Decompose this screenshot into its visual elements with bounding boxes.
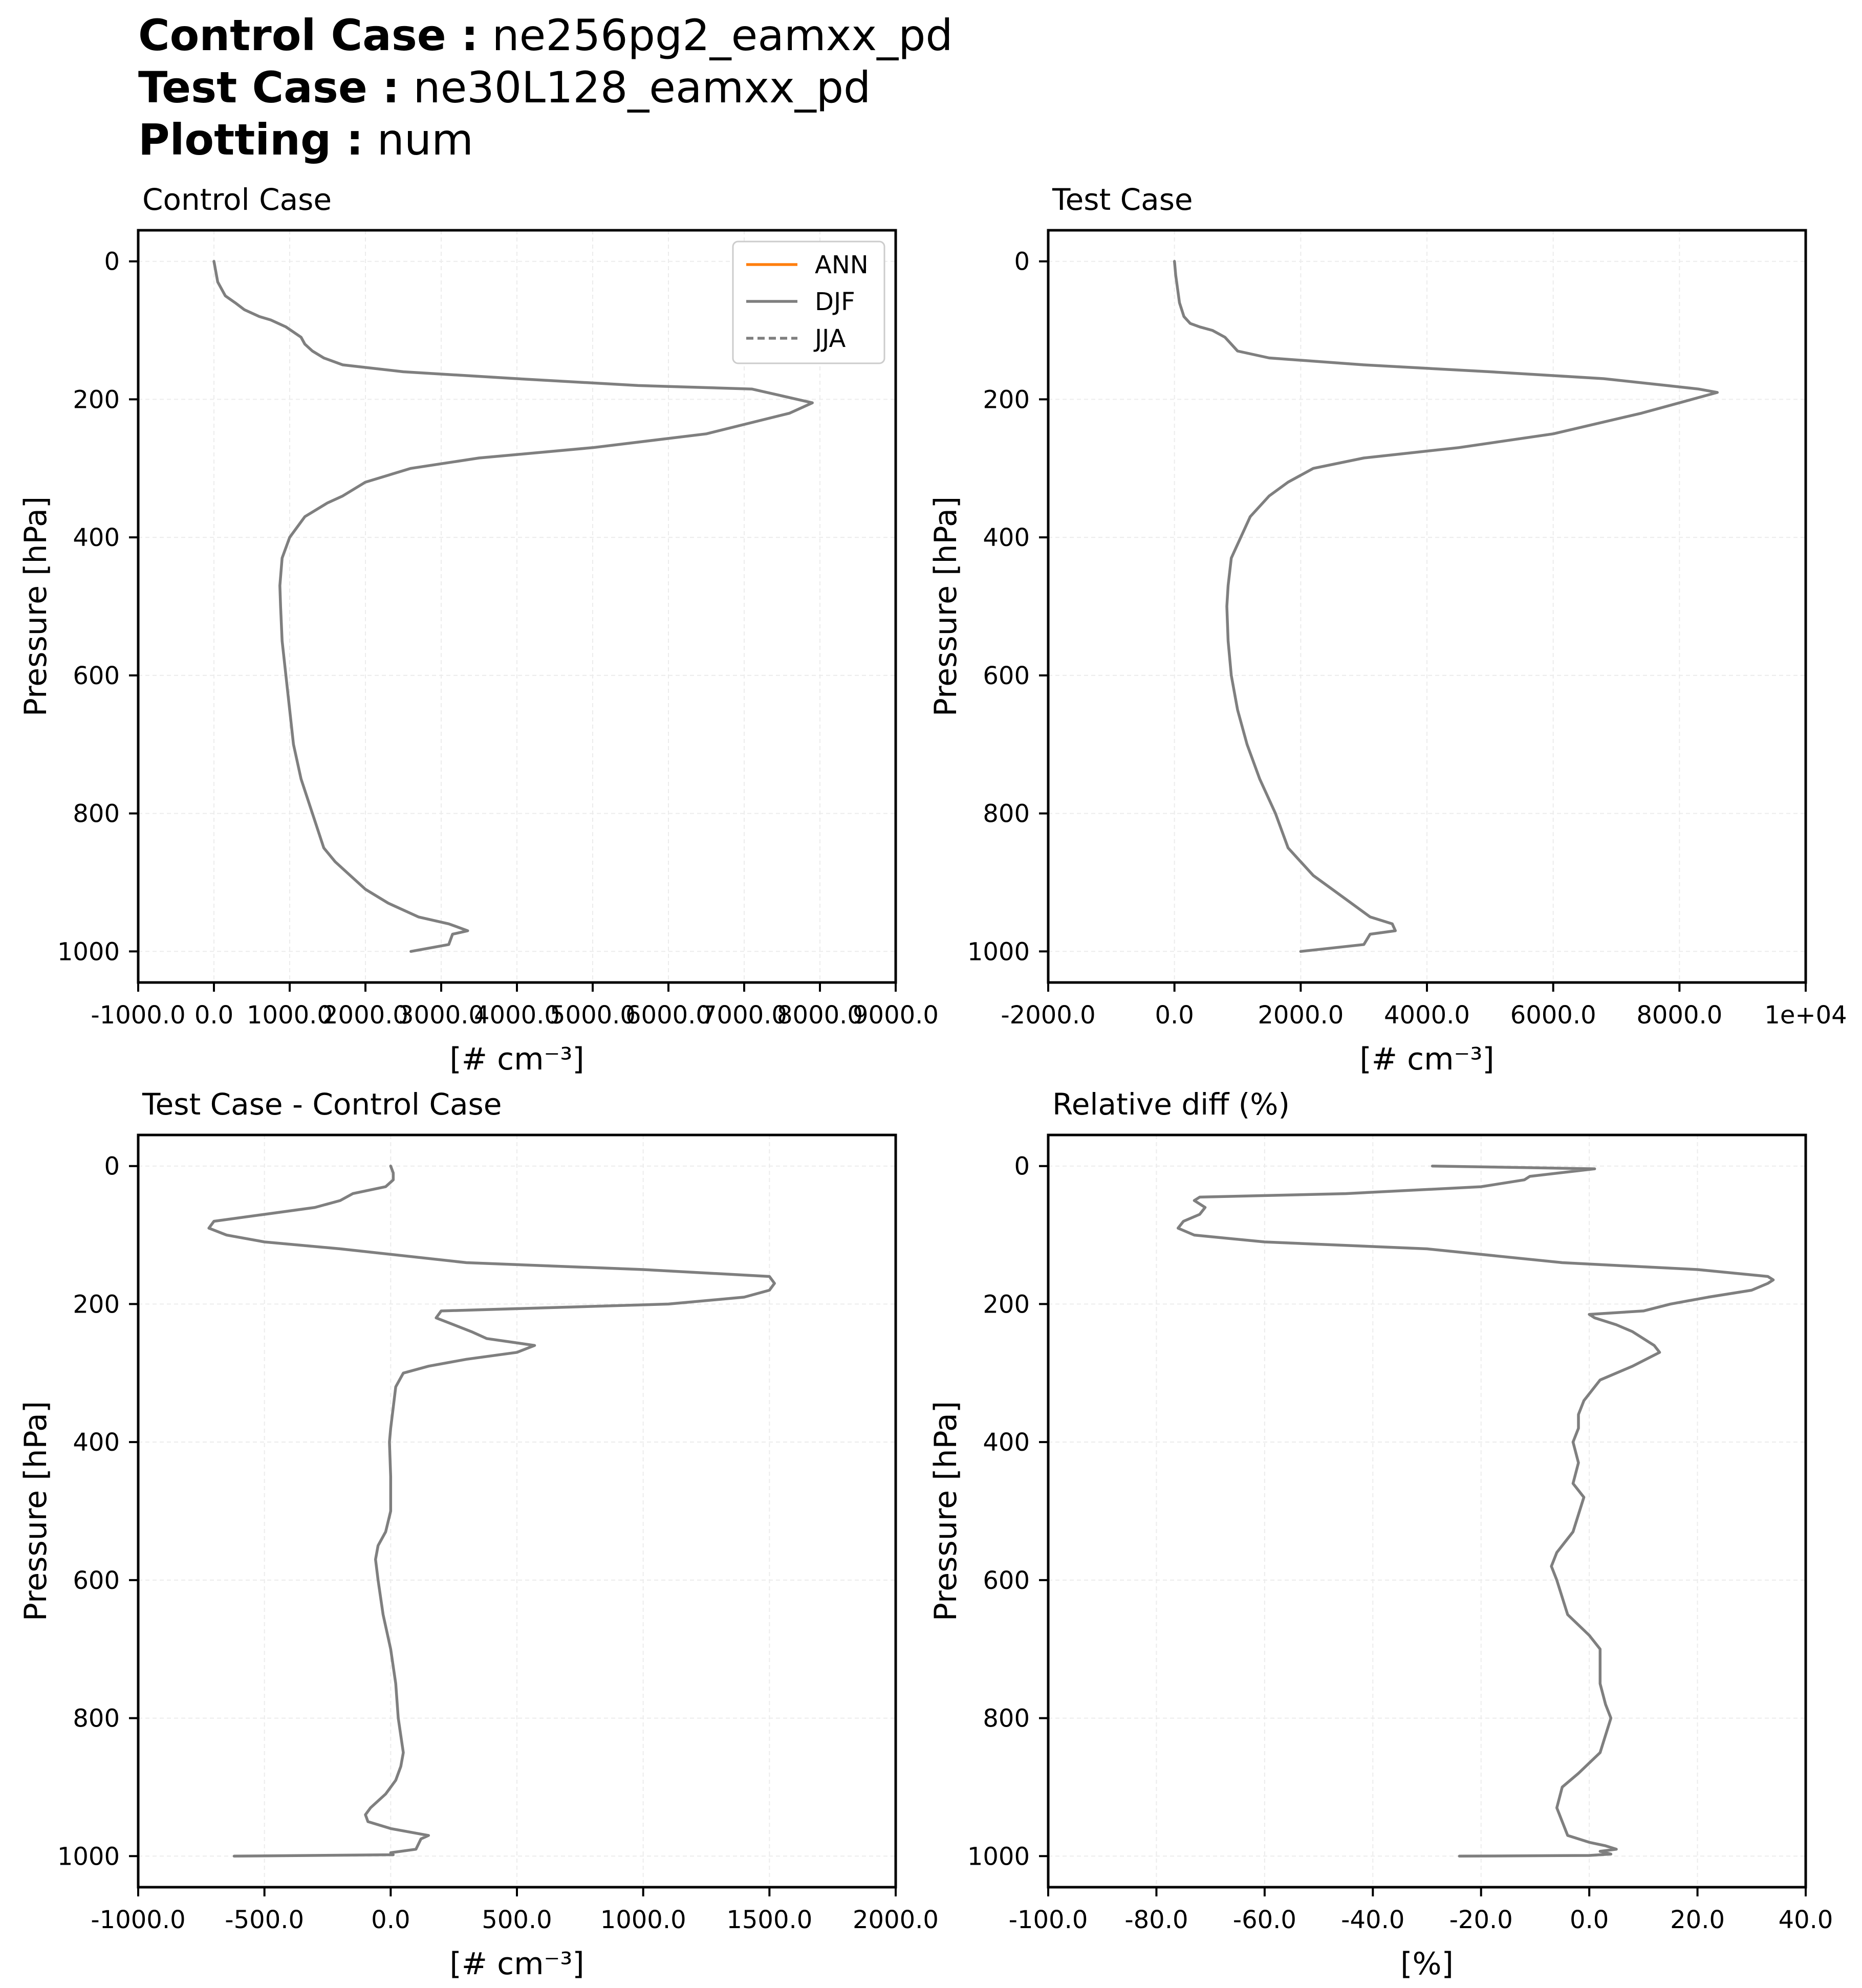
chart-title: Control Case (142, 182, 332, 217)
legend-box (732, 241, 885, 364)
chart-title: Test Case - Control Case (142, 1087, 502, 1122)
y-tick-label: 600 (983, 1566, 1030, 1595)
x-tick-label: 40.0 (1779, 1906, 1833, 1934)
x-tick-label: 0.0 (371, 1906, 410, 1934)
y-tick-label: 1000 (967, 937, 1030, 966)
y-tick-label: 400 (73, 1428, 120, 1457)
x-tick-label: 0.0 (1570, 1906, 1609, 1934)
plot-area (1048, 1135, 1806, 1887)
y-tick-label: 800 (983, 1705, 1030, 1733)
x-tick-label: 4000.0 (474, 1001, 560, 1030)
x-axis-label: [%] (1400, 1946, 1454, 1982)
figure-header: Control Case : ne256pg2_eamxx_pd Test Ca… (138, 9, 953, 166)
x-tick-label: 1e+04 (1764, 1001, 1847, 1030)
y-axis-label: Pressure [hPa] (18, 496, 54, 716)
chart-panel-1: -2000.0 0.0 2000.0 4000.0 6000.0 8000.0 1e+04 0… (928, 182, 1847, 1077)
control-case-line: Control Case : ne256pg2_eamxx_pd (138, 9, 953, 61)
x-tick-label: 20.0 (1670, 1906, 1725, 1934)
chart-panel-3: -100.0 -80.0 -60.0 -40.0 -20.0 0.0 20.0 40.0 0 20… (928, 1087, 1833, 1982)
test-case-value: ne30L128_eamxx_pd (413, 62, 871, 113)
x-tick-label: -1000.0 (91, 1001, 185, 1030)
y-tick-label: 1000 (967, 1842, 1030, 1871)
x-tick-label: 6000.0 (1510, 1001, 1596, 1030)
test-case-label: Test Case : (138, 62, 400, 113)
y-tick-label: 400 (983, 1428, 1030, 1457)
legend-label: ANN (815, 251, 869, 279)
x-axis-label: [# cm⁻³] (1359, 1041, 1494, 1077)
series-line-djf (212, 259, 814, 953)
y-tick-label: 800 (983, 800, 1030, 828)
x-tick-label: 4000.0 (1384, 1001, 1470, 1030)
plotting-value: num (377, 115, 473, 165)
x-tick-label: 2000.0 (322, 1001, 408, 1030)
y-tick-label: 0 (104, 248, 120, 276)
y-tick-label: 200 (983, 1290, 1030, 1319)
x-tick-label: 2000.0 (853, 1906, 939, 1934)
chart-title: Relative diff (%) (1052, 1087, 1290, 1122)
plotting-line: Plotting : num (138, 114, 953, 166)
y-tick-label: 400 (983, 523, 1030, 552)
y-tick-label: 200 (73, 385, 120, 414)
x-tick-label: -500.0 (225, 1906, 304, 1934)
y-tick-label: 800 (73, 1705, 120, 1733)
axes-frame (1047, 1133, 1807, 1889)
series-line-djf (207, 1164, 776, 1858)
y-tick-label: 0 (104, 1152, 120, 1181)
plotting-label: Plotting : (138, 115, 363, 165)
x-tick-label: 5000.0 (550, 1001, 636, 1030)
legend-label: JJA (813, 324, 846, 353)
y-axis-label: Pressure [hPa] (18, 1401, 54, 1621)
chart-panel-0: -1000.0 0.0 1000.02000.03000.04000.05000.0… (18, 182, 939, 1077)
y-tick-label: 1000 (57, 937, 120, 966)
x-tick-label: 1500.0 (726, 1906, 812, 1934)
x-tick-label: 8000.0 (777, 1001, 863, 1030)
x-tick-label: 1000.0 (247, 1001, 333, 1030)
test-case-line: Test Case : ne30L128_eamxx_pd (138, 61, 953, 114)
y-tick-label: 200 (73, 1290, 120, 1319)
x-tick-label: 500.0 (482, 1906, 552, 1934)
y-tick-label: 1000 (57, 1842, 120, 1871)
y-tick-label: 600 (983, 662, 1030, 690)
y-tick-label: 0 (1014, 1152, 1030, 1181)
y-axis-label: Pressure [hPa] (928, 496, 964, 716)
y-axis-label: Pressure [hPa] (928, 1401, 964, 1621)
legend: ANN DJF JJA (732, 241, 885, 364)
x-tick-label: -2000.0 (1001, 1001, 1095, 1030)
x-tick-label: 7000.0 (701, 1001, 787, 1030)
y-tick-label: 800 (73, 800, 120, 828)
x-tick-label: -1000.0 (91, 1906, 185, 1934)
chart-panel-2: -1000.0 -500.0 0.0 500.0 1000.0 1500.0 2000.0 0… (18, 1087, 939, 1982)
x-tick-label: 0.0 (194, 1001, 233, 1030)
x-tick-label: -20.0 (1449, 1906, 1513, 1934)
y-tick-label: 0 (1014, 248, 1030, 276)
series-line-djf (1176, 1164, 1775, 1858)
x-axis-label: [# cm⁻³] (449, 1041, 584, 1077)
x-tick-label: -60.0 (1233, 1906, 1296, 1934)
x-tick-label: -80.0 (1124, 1906, 1188, 1934)
x-tick-label: 2000.0 (1258, 1001, 1344, 1030)
x-tick-label: 9000.0 (853, 1001, 939, 1030)
y-tick-label: 200 (983, 385, 1030, 414)
x-tick-label: -40.0 (1341, 1906, 1404, 1934)
x-tick-label: 3000.0 (398, 1001, 484, 1030)
control-case-label: Control Case : (138, 10, 479, 60)
x-tick-label: 0.0 (1155, 1001, 1194, 1030)
control-case-value: ne256pg2_eamxx_pd (492, 10, 953, 60)
x-tick-label: 1000.0 (600, 1906, 686, 1934)
x-axis-label: [# cm⁻³] (449, 1946, 584, 1982)
x-tick-label: -100.0 (1009, 1906, 1088, 1934)
chart-title: Test Case (1052, 182, 1193, 217)
y-tick-label: 400 (73, 523, 120, 552)
x-tick-label: 8000.0 (1636, 1001, 1722, 1030)
y-tick-label: 600 (73, 662, 120, 690)
y-tick-label: 600 (73, 1566, 120, 1595)
series-line-djf (1173, 259, 1719, 953)
legend-label: DJF (815, 288, 855, 316)
x-tick-label: 6000.0 (625, 1001, 711, 1030)
